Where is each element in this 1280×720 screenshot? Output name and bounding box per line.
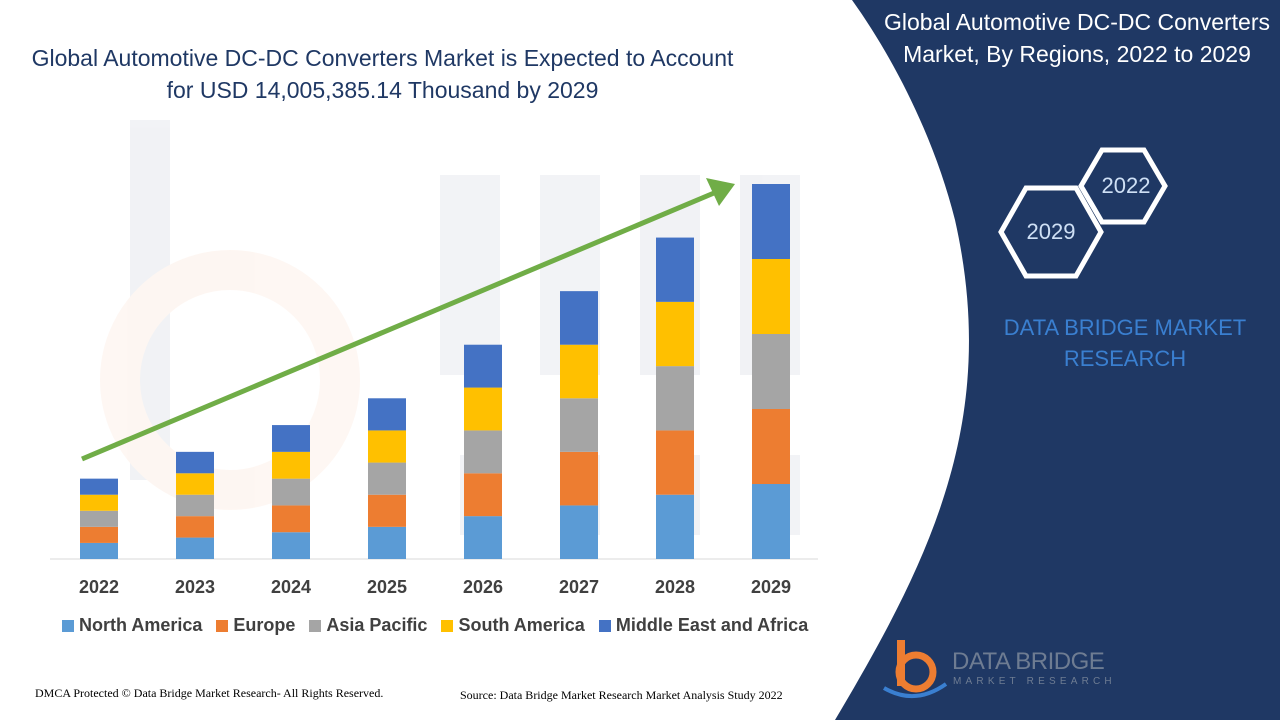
x-tick-label: 2028	[655, 577, 695, 597]
bar-2023-series-3	[176, 473, 214, 495]
legend-item-asia-pacific: Asia Pacific	[309, 615, 427, 636]
bar-2029-series-4	[752, 184, 790, 259]
bar-2028-series-1	[656, 430, 694, 495]
bar-2022-series-4	[80, 478, 118, 495]
bar-2026-series-2	[464, 430, 502, 474]
x-tick-label: 2027	[559, 577, 599, 597]
bar-2023-series-1	[176, 516, 214, 538]
legend-label: Asia Pacific	[326, 615, 428, 635]
x-tick-label: 2023	[175, 577, 215, 597]
legend-item-middle-east-africa: Middle East and Africa	[598, 615, 809, 636]
legend-swatch	[598, 619, 611, 632]
bar-2026-series-0	[464, 516, 502, 559]
chart-legend: North America Europe Asia Pacific South …	[62, 615, 808, 636]
bar-2024-series-1	[272, 505, 310, 533]
data-bridge-logo-icon	[882, 640, 948, 699]
bar-2029-series-3	[752, 259, 790, 334]
bar-2028-series-2	[656, 366, 694, 431]
bar-2027-series-2	[560, 398, 598, 452]
bar-2022-series-2	[80, 510, 118, 527]
bar-2022-series-1	[80, 526, 118, 543]
bar-2029-series-0	[752, 484, 790, 559]
legend-label: North America	[79, 615, 203, 635]
brand-name: DATA BRIDGE MARKET RESEARCH	[1003, 315, 1247, 371]
bar-2027-series-1	[560, 451, 598, 506]
legend-label: Middle East and Africa	[615, 615, 809, 635]
bar-2026-series-4	[464, 344, 502, 388]
bar-2025-series-4	[368, 398, 406, 431]
x-tick-label: 2026	[463, 577, 503, 597]
bar-2026-series-1	[464, 473, 502, 517]
legend-swatch	[309, 619, 322, 632]
bar-2024-series-0	[272, 532, 310, 559]
legend-label: South America	[458, 615, 585, 635]
bar-2028-series-3	[656, 301, 694, 367]
logo-wordmark: DATA BRIDGE	[952, 648, 1105, 675]
bar-2024-series-2	[272, 478, 310, 506]
legend-item-north-america: North America	[62, 615, 202, 636]
x-tick-label: 2025	[367, 577, 407, 597]
legend-item-europe: Europe	[216, 615, 295, 636]
bar-2025-series-3	[368, 430, 406, 463]
bar-2029-series-1	[752, 409, 790, 484]
trend-arrow	[81, 178, 735, 462]
bar-2027-series-0	[560, 505, 598, 559]
bar-2029-series-2	[752, 334, 790, 409]
bar-2024-series-4	[272, 425, 310, 452]
legend-label: Europe	[233, 615, 296, 635]
copyright-notice: DMCA Protected © Data Bridge Market Rese…	[35, 686, 384, 700]
source-note: Source: Data Bridge Market Research Mark…	[460, 688, 783, 702]
bar-2026-series-3	[464, 387, 502, 431]
hexagon-2029-icon	[998, 185, 1104, 279]
bar-2028-series-0	[656, 494, 694, 559]
bar-2023-series-4	[176, 451, 214, 474]
bar-2023-series-2	[176, 494, 214, 517]
legend-swatch	[441, 619, 454, 632]
x-tick-label: 2022	[79, 577, 119, 597]
hexagon-2022-icon	[1078, 147, 1168, 225]
bar-2027-series-4	[560, 291, 598, 345]
x-tick-label: 2029	[751, 577, 791, 597]
hex-label-2022: 2022	[1101, 173, 1151, 198]
chart-title: Global Automotive DC-DC Converters Marke…	[31, 45, 734, 103]
legend-swatch	[216, 619, 229, 632]
bar-2028-series-4	[656, 237, 694, 302]
legend-item-south-america: South America	[441, 615, 585, 636]
bar-2022-series-0	[80, 542, 118, 559]
bar-2022-series-3	[80, 494, 118, 511]
legend-swatch	[62, 619, 74, 632]
bar-2025-series-1	[368, 494, 406, 527]
bar-2025-series-0	[368, 526, 406, 559]
x-tick-label: 2024	[271, 577, 311, 597]
bar-2027-series-3	[560, 344, 598, 399]
side-panel-title: Global Automotive DC-DC Converters Marke…	[883, 9, 1271, 67]
bar-2024-series-3	[272, 451, 310, 479]
logo-tagline: MARKET RESEARCH	[953, 676, 1116, 687]
hex-label-2029: 2029	[1026, 219, 1076, 244]
bar-2025-series-2	[368, 462, 406, 495]
bar-2023-series-0	[176, 537, 214, 559]
